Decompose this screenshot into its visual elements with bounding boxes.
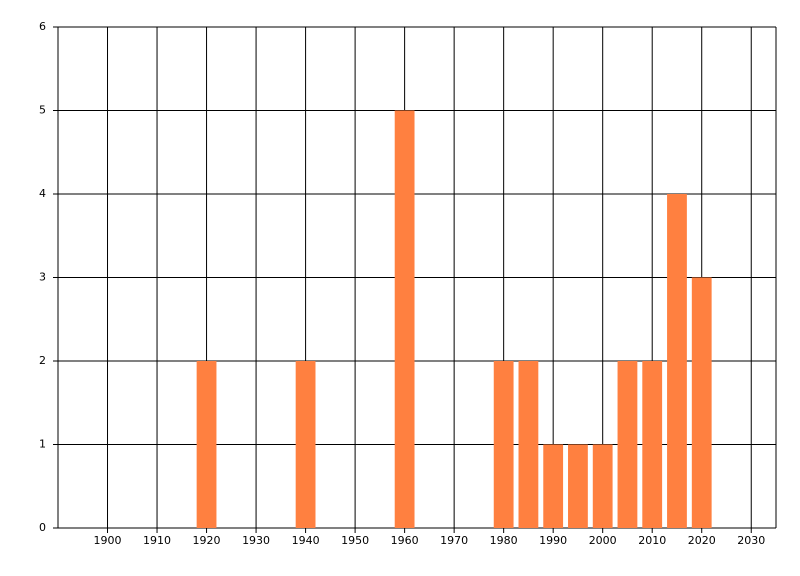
bar xyxy=(642,361,663,528)
y-tick-label: 1 xyxy=(39,438,46,451)
bar xyxy=(518,361,539,528)
y-tick-label: 5 xyxy=(39,104,46,117)
bar xyxy=(493,361,514,528)
x-tick-label: 1950 xyxy=(341,534,369,547)
x-tick-label: 1930 xyxy=(242,534,270,547)
bar xyxy=(592,444,613,528)
y-tick-label: 4 xyxy=(39,187,46,200)
x-tick-label: 1900 xyxy=(94,534,122,547)
x-tick-label: 1960 xyxy=(391,534,419,547)
y-tick-label: 3 xyxy=(39,271,46,284)
x-tick-label: 2000 xyxy=(589,534,617,547)
bar xyxy=(617,361,638,528)
bar xyxy=(543,444,564,528)
x-tick-label: 1910 xyxy=(143,534,171,547)
x-tick-label: 2010 xyxy=(638,534,666,547)
bar xyxy=(196,361,217,528)
bar xyxy=(394,110,415,528)
y-tick-label: 0 xyxy=(39,521,46,534)
bar xyxy=(568,444,588,528)
bar xyxy=(295,361,316,528)
x-tick-label: 1970 xyxy=(440,534,468,547)
bar xyxy=(691,277,712,528)
y-tick-label: 6 xyxy=(39,20,46,33)
x-tick-label: 2030 xyxy=(737,534,765,547)
bar xyxy=(667,194,687,528)
x-tick-label: 1940 xyxy=(292,534,320,547)
x-tick-label: 1980 xyxy=(490,534,518,547)
x-tick-label: 1990 xyxy=(539,534,567,547)
x-tick-label: 2020 xyxy=(688,534,716,547)
y-tick-label: 2 xyxy=(39,354,46,367)
x-tick-label: 1920 xyxy=(193,534,221,547)
